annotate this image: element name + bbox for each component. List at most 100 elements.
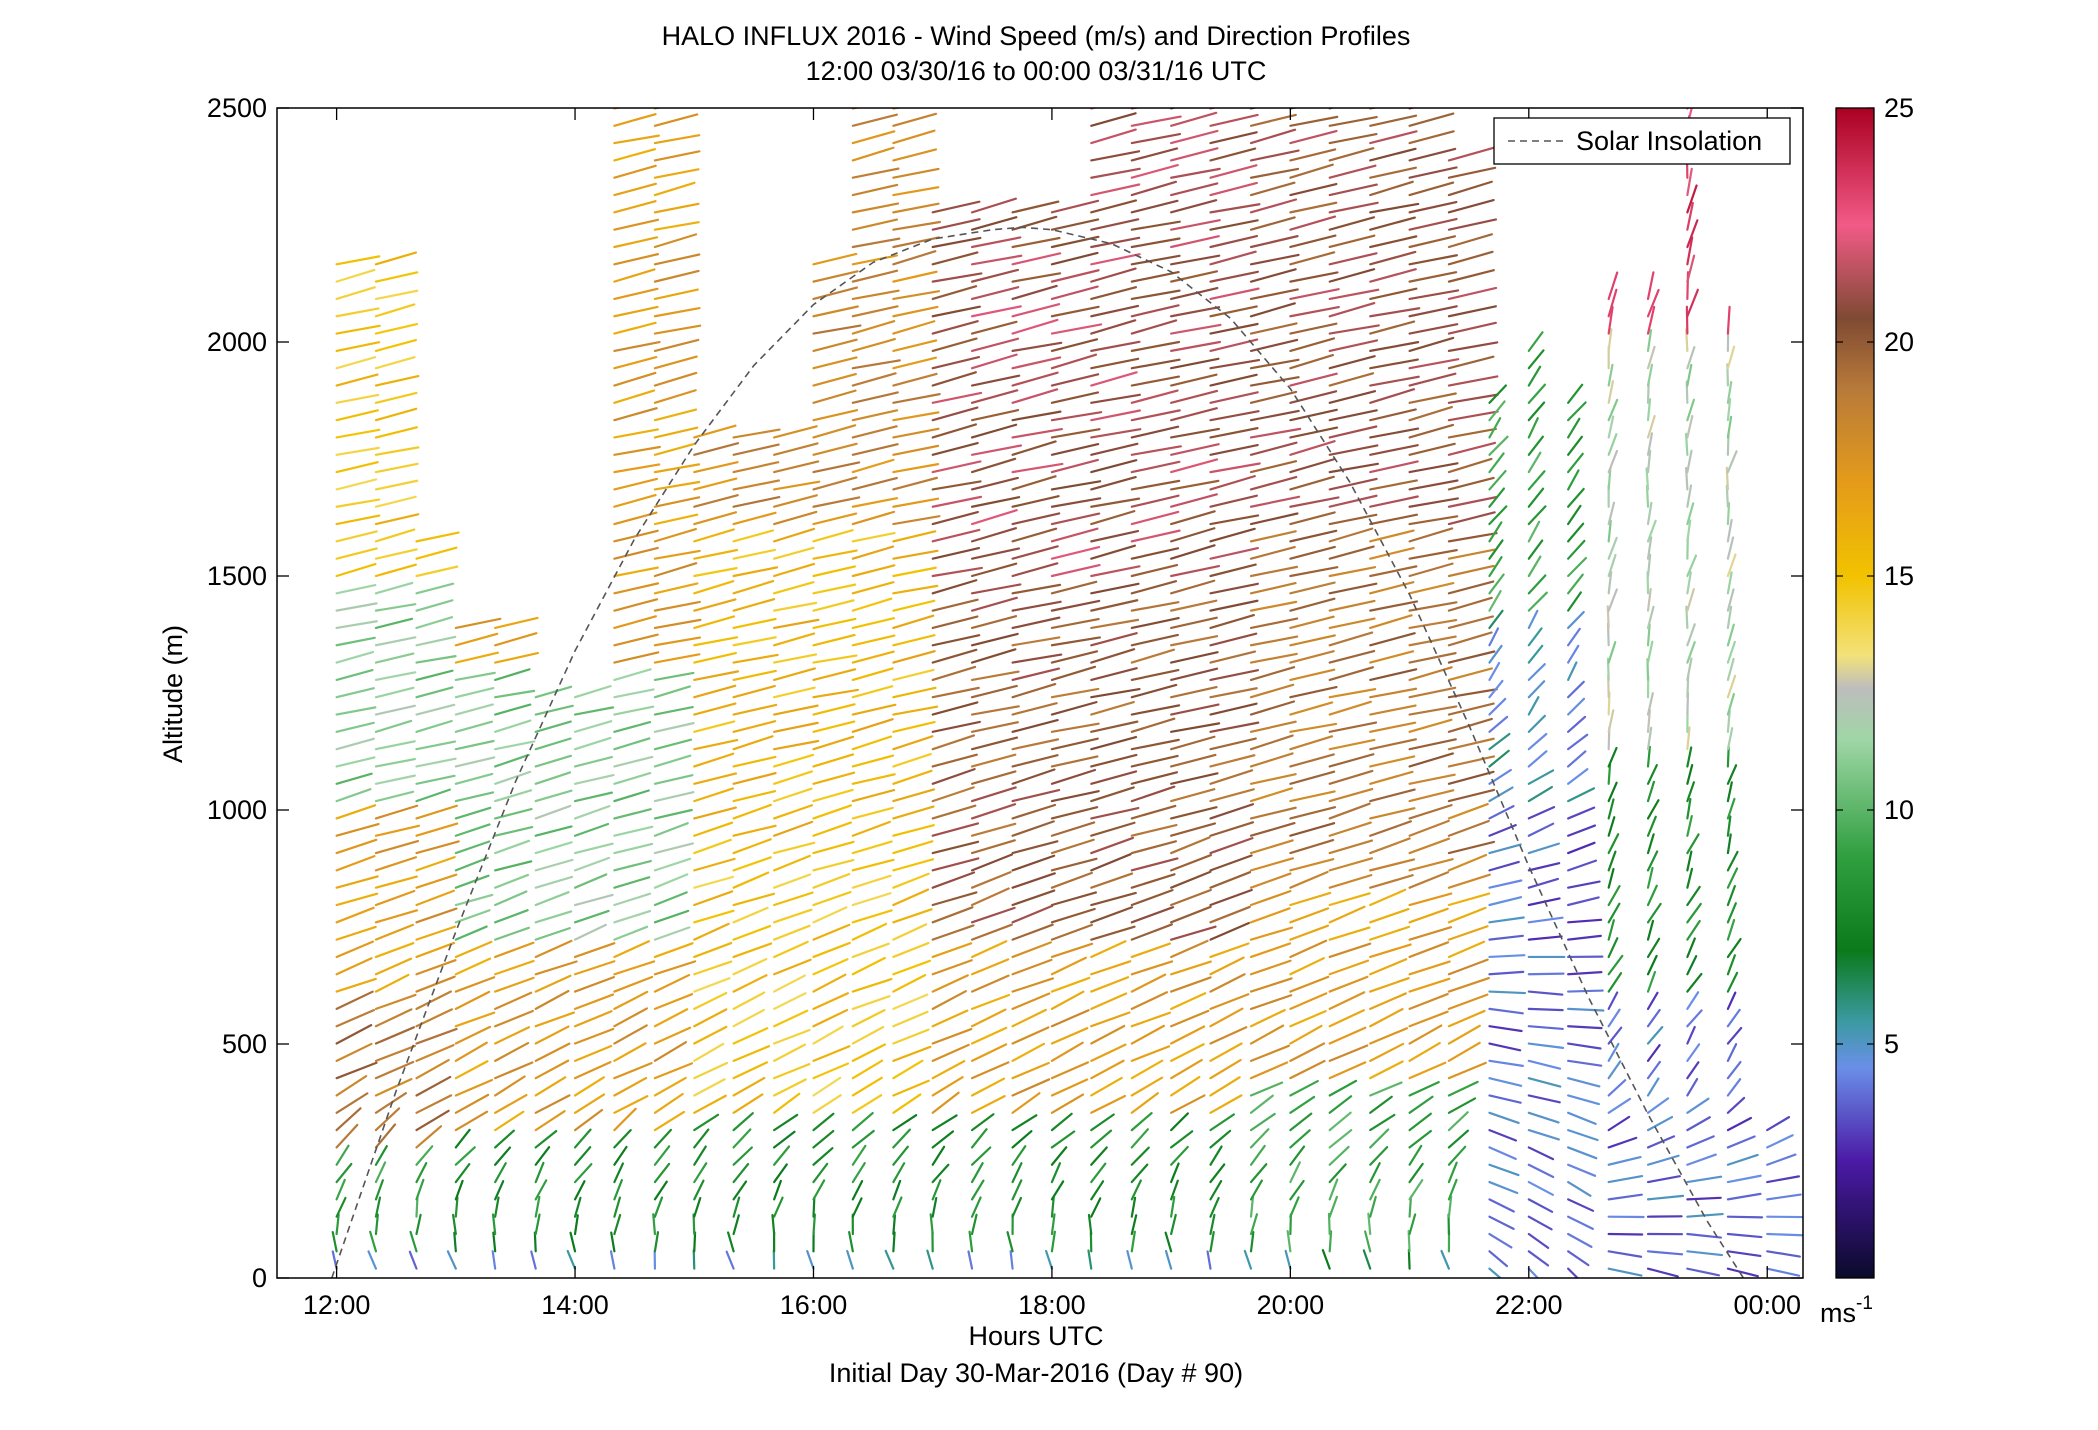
- wind-barb: [1449, 512, 1495, 524]
- wind-barb: [495, 721, 530, 732]
- wind-barb: [495, 943, 533, 957]
- wind-barb: [694, 637, 737, 645]
- wind-barb: [734, 686, 775, 697]
- wind-barb: [893, 1147, 907, 1165]
- wind-barb: [416, 671, 452, 680]
- wind-barb: [893, 204, 938, 213]
- wind-barb: [1052, 909, 1095, 922]
- x-tick-label-6: 00:00: [1733, 1290, 1801, 1320]
- wind-barb: [1013, 770, 1055, 784]
- wind-barb: [1052, 702, 1097, 714]
- wind-barb: [1370, 669, 1416, 680]
- wind-barb: [1251, 685, 1293, 697]
- wind-barb: [1210, 890, 1251, 905]
- wind-barb: [1370, 993, 1406, 1008]
- wind-barb: [1290, 374, 1336, 386]
- wind-barb: [1290, 859, 1333, 870]
- wind-barb: [536, 1147, 549, 1165]
- wind-barb: [614, 757, 652, 767]
- wind-barb: [1171, 1027, 1204, 1044]
- wind-barb: [655, 308, 700, 316]
- wind-barb: [853, 876, 891, 888]
- wind-barb: [1609, 920, 1614, 939]
- wind-barb: [655, 1232, 658, 1251]
- wind-barb: [655, 135, 699, 143]
- wind-barb: [655, 1042, 686, 1061]
- wind-barb: [1013, 841, 1058, 853]
- wind-barb: [1290, 993, 1326, 1009]
- wind-barb: [337, 1146, 349, 1165]
- wind-barb: [1052, 1062, 1088, 1078]
- wind-barb: [614, 136, 658, 143]
- wind-barb: [1568, 751, 1585, 766]
- wind-barb: [1568, 1044, 1600, 1049]
- wind-barb: [1052, 892, 1096, 905]
- wind-barb: [972, 908, 1015, 922]
- wind-barb: [1210, 1114, 1233, 1130]
- wind-barb: [1370, 927, 1409, 940]
- wind-barb: [734, 805, 771, 818]
- wind-barb: [376, 792, 413, 801]
- wind-barb: [1330, 754, 1374, 766]
- wind-barb: [495, 961, 533, 974]
- wind-barb: [1410, 338, 1454, 351]
- wind-barb: [416, 759, 455, 767]
- wind-barb: [655, 620, 700, 628]
- wind-barb: [1091, 254, 1139, 264]
- wind-barb: [853, 185, 897, 195]
- wind-barb: [734, 430, 780, 438]
- wind-barb: [1529, 863, 1559, 870]
- wind-barb: [1210, 755, 1254, 766]
- wind-barb: [1449, 1043, 1480, 1061]
- wind-barb: [734, 826, 776, 836]
- wind-barb: [1330, 356, 1375, 368]
- wind-barb: [575, 738, 610, 749]
- wind-barb: [1529, 1165, 1553, 1177]
- wind-barb: [614, 237, 657, 247]
- wind-barb: [1489, 471, 1505, 489]
- wind-barb: [1171, 687, 1216, 697]
- wind-barb: [1013, 960, 1052, 974]
- wind-barb: [853, 979, 892, 991]
- wind-barb: [337, 739, 374, 749]
- wind-barb: [1489, 917, 1523, 922]
- wind-barb: [376, 291, 417, 299]
- wind-barb: [495, 741, 534, 749]
- wind-barb: [1286, 1251, 1291, 1269]
- wind-barb: [1251, 654, 1297, 663]
- wind-barb: [1449, 790, 1494, 801]
- wind-barb: [1091, 1061, 1123, 1078]
- wind-barb: [1013, 618, 1060, 628]
- wind-barb: [933, 650, 977, 663]
- wind-barb: [1013, 637, 1060, 645]
- wind-barb: [376, 759, 415, 766]
- wind-barb: [1330, 1096, 1351, 1113]
- wind-barb: [972, 706, 1019, 714]
- wind-barb: [1410, 839, 1449, 853]
- wind-barb: [1568, 662, 1576, 679]
- wind-barb: [376, 857, 416, 870]
- wind-barb: [376, 604, 415, 610]
- wind-barb: [1013, 476, 1056, 489]
- wind-barb: [1251, 236, 1298, 247]
- wind-barb: [1410, 1180, 1423, 1199]
- wind-barb: [933, 1061, 965, 1078]
- y-tick-label-0: 0: [252, 1263, 267, 1293]
- wind-barb: [1330, 858, 1372, 870]
- wind-barb: [1171, 807, 1216, 818]
- wind-barb: [1210, 822, 1253, 835]
- wind-barb: [933, 1011, 968, 1027]
- wind-barb: [376, 776, 415, 784]
- wind-barb: [1171, 837, 1209, 853]
- wind-barb: [853, 582, 894, 593]
- wind-barb: [774, 1147, 789, 1165]
- wind-barb: [1687, 1099, 1708, 1113]
- wind-barb: [1290, 977, 1328, 992]
- wind-barb: [1171, 200, 1216, 212]
- wind-barb: [1410, 1131, 1431, 1147]
- wind-barb: [1529, 936, 1562, 939]
- wind-barb: [774, 582, 813, 593]
- wind-barb: [1609, 589, 1617, 610]
- wind-barb: [1132, 705, 1179, 714]
- wind-barb: [575, 1094, 604, 1112]
